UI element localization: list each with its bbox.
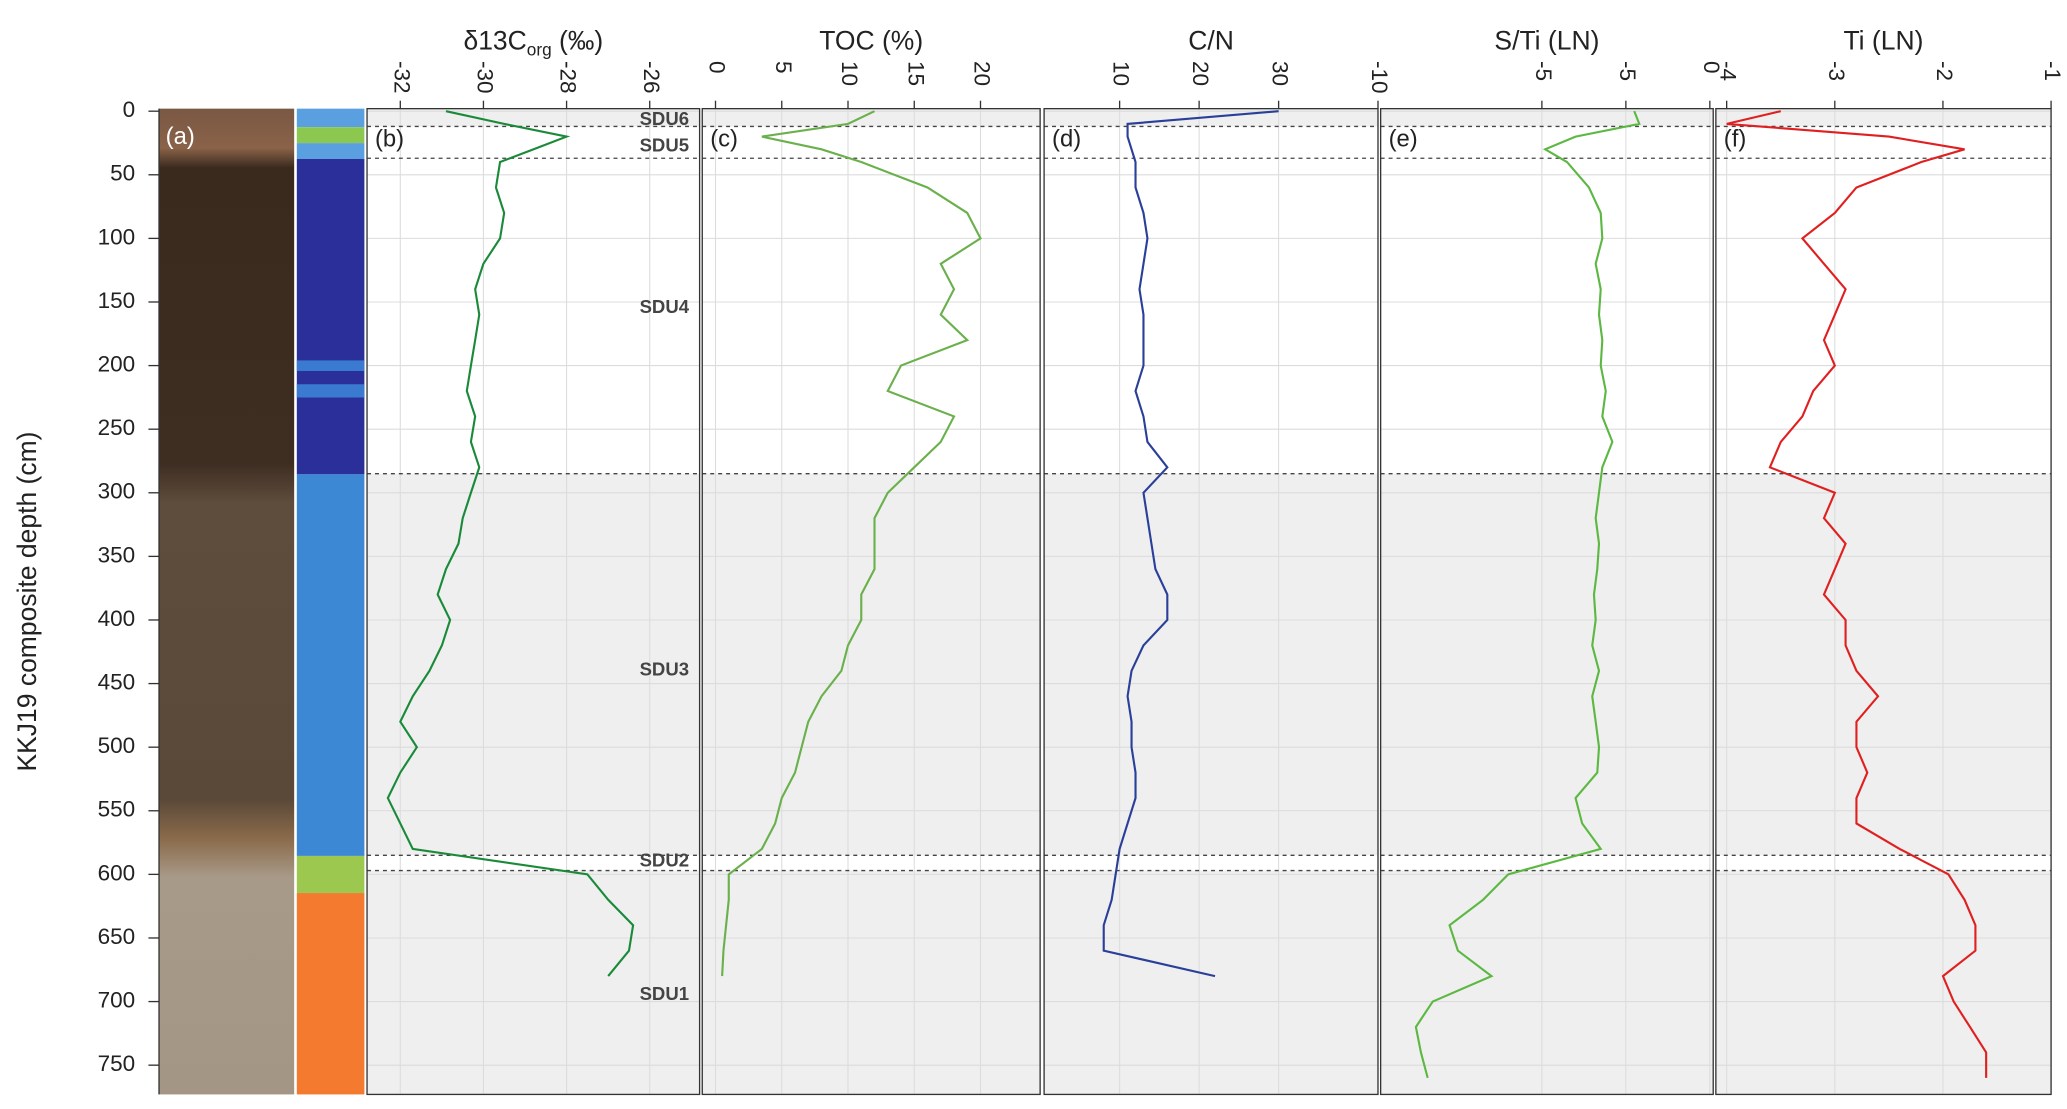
panel-label: (f) [1724,126,1747,153]
y-tick-label: 550 [98,797,136,822]
unit-shading [367,870,700,1095]
panel-frame [1715,107,2052,1096]
x-tick-label: -5 [1531,61,1556,81]
unit-shading [367,473,700,856]
unit-label: SDU1 [640,983,689,1004]
unit-shading [1380,870,1714,1095]
panel: -4 -3 -2 -1 (f) Ti (LN) [1715,25,2065,1096]
unit-shading [1715,870,2052,1095]
panel-title: δ13Corg (‰) [463,25,603,58]
unit-shading [1715,108,2052,127]
x-tick-label: 20 [1188,61,1213,86]
x-tick-label: -3 [1824,61,1849,81]
panel-label: (d) [1052,126,1081,153]
core-image [159,108,365,1095]
title-subscript: org [527,39,552,59]
y-tick-label: 500 [98,733,136,758]
panel-frame [1379,107,1714,1096]
unit-shading [702,473,1041,856]
unit-label: SDU5 [640,135,689,156]
y-tick-label: 50 [110,161,135,186]
x-tick-label: 0 [1699,61,1724,74]
y-tick-label: 200 [98,352,136,377]
y-tick-label: 600 [98,860,136,885]
unit-shading [1380,473,1714,856]
unit-shading [702,108,1041,127]
unit-shading [702,870,1041,1095]
x-tick-label: -2 [1932,61,1957,81]
title-suffix: (‰) [552,25,603,55]
x-tick-label: -4 [1716,61,1741,81]
x-tick-label: -30 [472,61,497,94]
y-tick-label: 700 [98,988,136,1013]
panel: -32 -30 -28 -26 (b) δ13Corg (‰) [366,25,701,1096]
panel-title: C/N [1188,25,1234,55]
x-tick-label: 15 [903,61,928,86]
panel-label: (a) [166,123,195,150]
panel-label: (b) [375,126,404,153]
x-tick-label: 0 [705,61,730,74]
x-tick-label: 30 [1268,61,1293,86]
unit-shading [1715,473,2052,856]
data-line [386,110,635,977]
y-tick-label: 150 [98,288,136,313]
x-tick-label: -32 [389,61,414,94]
panel-title: Ti (LN) [1843,25,1923,55]
y-tick-label: 0 [123,97,136,122]
panel: -5 -5 0 (e) S/Ti (LN) [1379,25,1724,1096]
panel-frame [701,107,1041,1096]
x-tick-label: 5 [771,61,796,74]
data-line [1726,110,1988,1078]
panel-frame [1043,107,1379,1096]
data-line [1414,110,1641,1079]
unit-label: SDU2 [640,850,689,871]
title-part: δ13C [463,25,526,55]
x-tick-label: -1 [2040,61,2065,81]
y-tick-label: 750 [98,1051,136,1076]
panel: 10 20 30 -10 (d) C/N [1043,25,1392,1096]
panel-title: S/Ti (LN) [1494,25,1599,55]
panel: 0 5 10 15 20 (c) TOC (%) [701,25,1041,1096]
panel-title: TOC (%) [819,25,923,55]
unit-label: SDU4 [640,296,690,317]
x-tick-label: -10 [1367,61,1392,94]
y-tick-label: 250 [98,415,136,440]
panel-label: (e) [1389,126,1418,153]
unit-label: SDU6 [640,108,689,129]
x-tick-label: 10 [837,61,862,86]
y-axis-label: KKJ19 composite depth (cm) [12,432,42,772]
unit-shading [1044,473,1378,856]
y-tick-label: 350 [98,542,136,567]
x-tick-label: -26 [639,61,664,94]
data-line [721,110,982,977]
panel-label: (c) [710,126,738,153]
y-tick-label: 100 [98,224,136,249]
unit-shading [1044,870,1378,1095]
x-tick-label: -5 [1615,61,1640,81]
panel-frame [366,107,701,1096]
unit-shading [1380,108,1714,127]
y-tick-label: 650 [98,924,136,949]
data-line [1102,110,1279,978]
unit-label: SDU3 [640,659,689,680]
x-tick-label: -28 [556,61,581,94]
y-tick-label: 400 [98,606,136,631]
x-tick-label: 10 [1109,61,1134,86]
x-tick-label: 20 [970,61,995,86]
y-tick-label: 300 [98,479,136,504]
y-tick-label: 450 [98,670,136,695]
